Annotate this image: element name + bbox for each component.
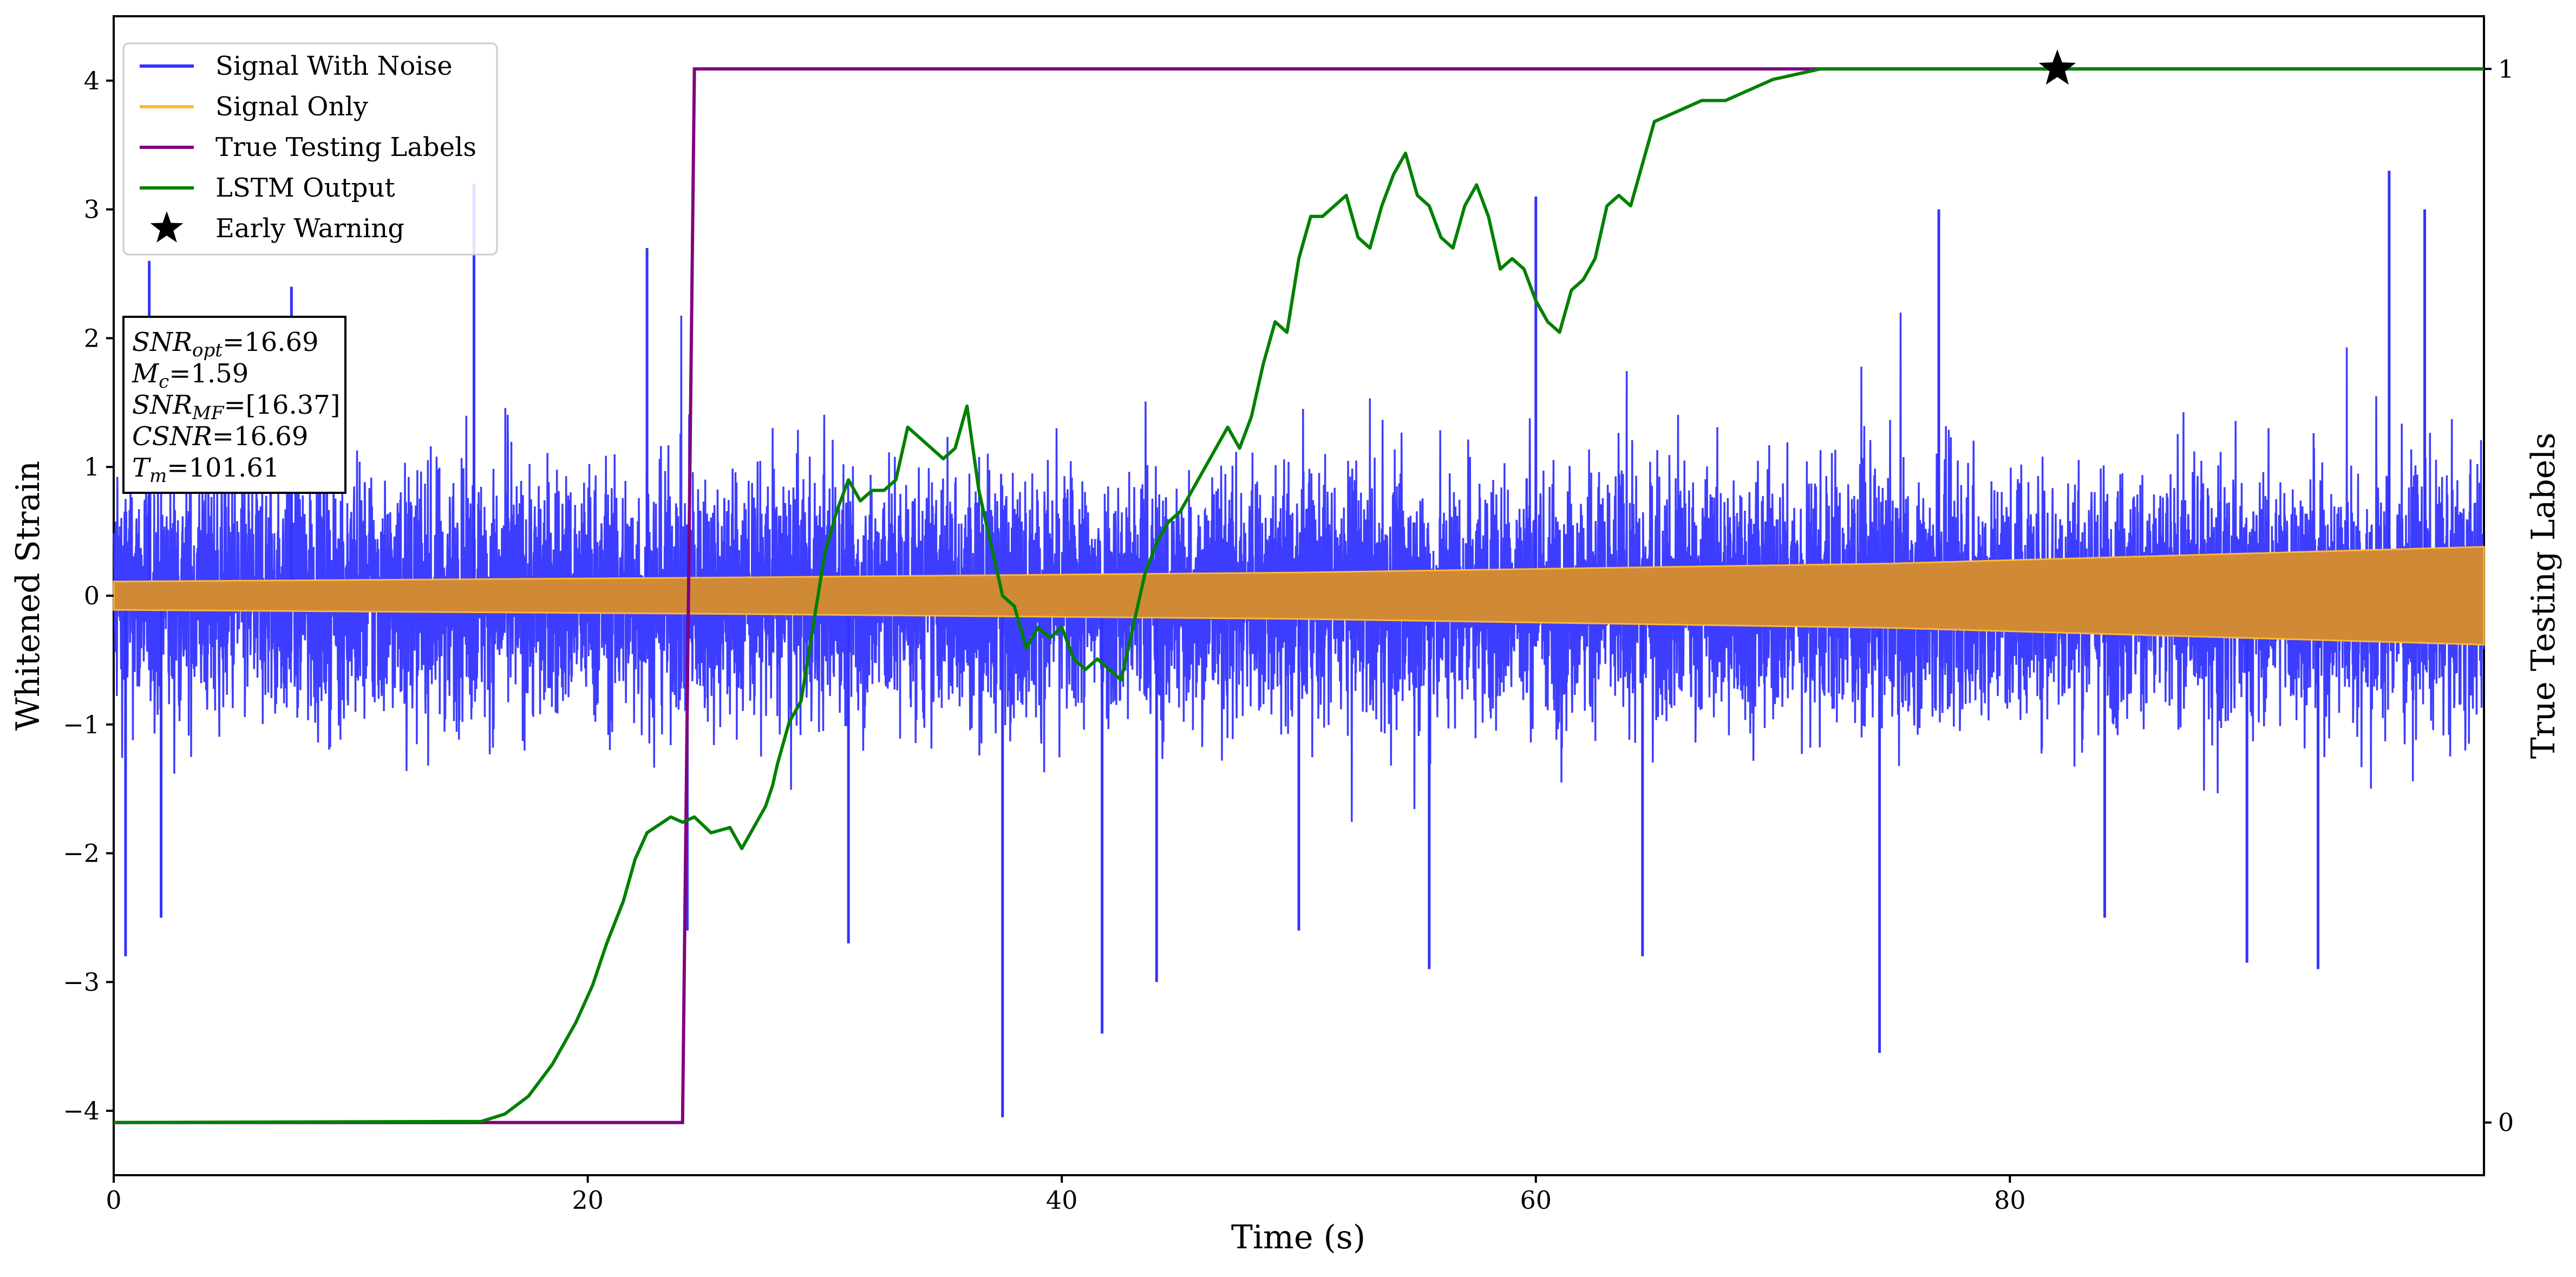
signal-only-band — [113, 546, 2485, 646]
y-axis-right-label: True Testing Labels — [2525, 433, 2562, 759]
legend-item: Signal With Noise — [140, 51, 453, 81]
annotation-line: CSNR=16.69 — [132, 421, 308, 452]
early-warning-series — [2038, 49, 2076, 85]
lstm-output-line — [113, 67, 2484, 1124]
y-tick-label: −3 — [63, 967, 100, 996]
annotation-box — [122, 316, 346, 494]
y-tick-label: −1 — [63, 710, 100, 739]
annotation-line: SNRopt=16.69 — [132, 327, 319, 361]
legend-label: LSTM Output — [215, 173, 395, 203]
legend-item: Signal Only — [140, 92, 368, 122]
y-right-tick-label: 0 — [2498, 1108, 2514, 1137]
x-tick-label: 60 — [1520, 1185, 1552, 1215]
y-axis-label: Whitened Strain — [9, 461, 47, 731]
annotation-line: Tm=101.61 — [132, 453, 279, 487]
signal-with-noise-series — [113, 171, 2485, 1117]
x-tick-label: 40 — [1046, 1185, 1078, 1215]
legend: Signal With Noise Signal Only True Testing… — [122, 42, 498, 256]
annotation-line: Mc=1.59 — [132, 359, 249, 393]
y-tick-label: −2 — [63, 839, 100, 868]
annotation-line: SNRMF=[16.37] — [132, 390, 341, 424]
x-axis-ticks: 0 20 40 60 80 — [106, 1175, 2026, 1215]
x-tick-label: 20 — [572, 1185, 604, 1215]
parameter-annotation: SNRopt=16.69Mc=1.59SNRMF=[16.37]CSNR=16.… — [122, 316, 346, 494]
y-tick-label: 2 — [84, 323, 100, 353]
early-warning-marker — [2038, 49, 2076, 85]
y-tick-label: 0 — [84, 581, 100, 610]
legend-item: LSTM Output — [140, 173, 395, 203]
legend-label: Signal With Noise — [215, 51, 453, 81]
x-tick-label: 80 — [1994, 1185, 2026, 1215]
y-axis-ticks: −4 −3 −2 −1 0 1 2 3 4 — [63, 66, 114, 1125]
legend-label: Early Warning — [215, 213, 404, 244]
x-axis-label: Time (s) — [1231, 1219, 1365, 1256]
y-tick-label: −4 — [63, 1096, 100, 1125]
x-tick-label: 0 — [106, 1185, 121, 1215]
y-right-tick-label: 1 — [2498, 54, 2514, 83]
lstm-output-series — [113, 67, 2484, 1124]
legend-star-marker — [150, 211, 184, 243]
legend-box — [122, 42, 498, 256]
legend-label: True Testing Labels — [215, 132, 476, 162]
signal-only-series — [113, 546, 2485, 646]
y-axis-right-ticks: 01 — [2484, 54, 2514, 1137]
legend-item: Early Warning — [150, 211, 404, 244]
y-tick-label: 4 — [84, 66, 100, 95]
legend-label: Signal Only — [215, 92, 368, 122]
legend-item: True Testing Labels — [140, 132, 476, 162]
y-tick-label: 1 — [84, 452, 100, 481]
y-tick-label: 3 — [84, 195, 100, 224]
